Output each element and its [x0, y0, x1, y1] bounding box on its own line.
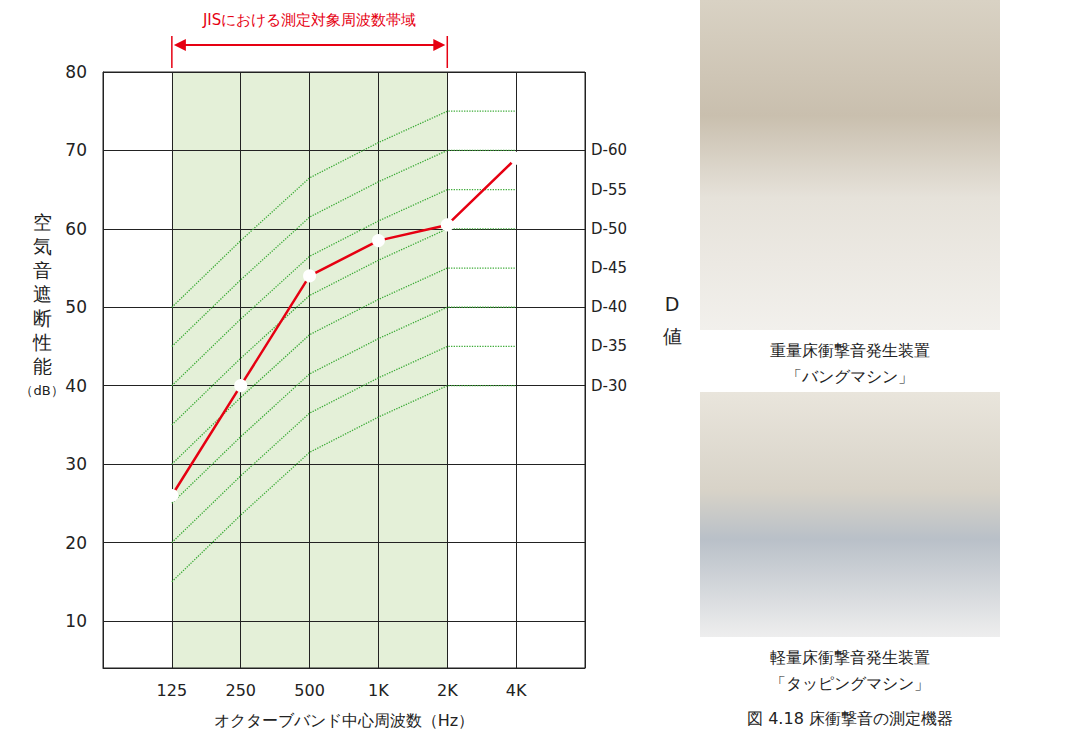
svg-text:音: 音 — [33, 259, 52, 281]
html-text:軽量床衝撃音発生装置: 軽量床衝撃音発生装置 — [770, 648, 930, 667]
svg-text:性: 性 — [32, 331, 52, 353]
html-text:図 4.18 床衝撃音の測定機器: 図 4.18 床衝撃音の測定機器 — [747, 709, 953, 728]
svg-text:D-55: D-55 — [591, 181, 627, 199]
svg-text:D-35: D-35 — [591, 337, 627, 355]
svg-text:値: 値 — [663, 325, 682, 347]
svg-text:80: 80 — [65, 62, 87, 82]
svg-text:断: 断 — [33, 307, 52, 329]
svg-text:D: D — [665, 293, 680, 315]
svg-text:40: 40 — [65, 376, 87, 396]
svg-text:空: 空 — [33, 211, 52, 233]
svg-text:4K: 4K — [506, 681, 527, 700]
svg-text:500: 500 — [294, 681, 325, 700]
svg-text:70: 70 — [65, 140, 87, 160]
svg-text:気: 気 — [33, 235, 52, 257]
svg-text:D-45: D-45 — [591, 259, 627, 277]
svg-text:D-50: D-50 — [591, 220, 627, 238]
svg-text:能: 能 — [33, 355, 52, 377]
svg-text:10: 10 — [65, 611, 87, 631]
svg-text:60: 60 — [65, 219, 87, 239]
svg-text:30: 30 — [65, 454, 87, 474]
html-text:「タッピングマシン」: 「タッピングマシン」 — [770, 674, 930, 693]
svg-text:D-40: D-40 — [591, 298, 627, 316]
svg-text:オクターブバンド中心周波数（Hz）: オクターブバンド中心周波数（Hz） — [214, 711, 474, 730]
svg-text:20: 20 — [65, 533, 87, 553]
html-text:「バングマシン」: 「バングマシン」 — [786, 367, 914, 386]
svg-text:遮: 遮 — [33, 283, 52, 305]
svg-text:JISにおける測定対象周波数帯域: JISにおける測定対象周波数帯域 — [202, 11, 416, 29]
html-text:重量床衝撃音発生装置: 重量床衝撃音発生装置 — [770, 341, 930, 360]
svg-text:250: 250 — [225, 681, 256, 700]
svg-text:125: 125 — [157, 681, 188, 700]
svg-text:D-30: D-30 — [591, 377, 627, 395]
svg-text:D-60: D-60 — [591, 141, 627, 159]
svg-text:2K: 2K — [437, 681, 458, 700]
svg-text:1K: 1K — [368, 681, 389, 700]
svg-text:（dB）: （dB） — [20, 383, 63, 398]
svg-text:50: 50 — [65, 297, 87, 317]
